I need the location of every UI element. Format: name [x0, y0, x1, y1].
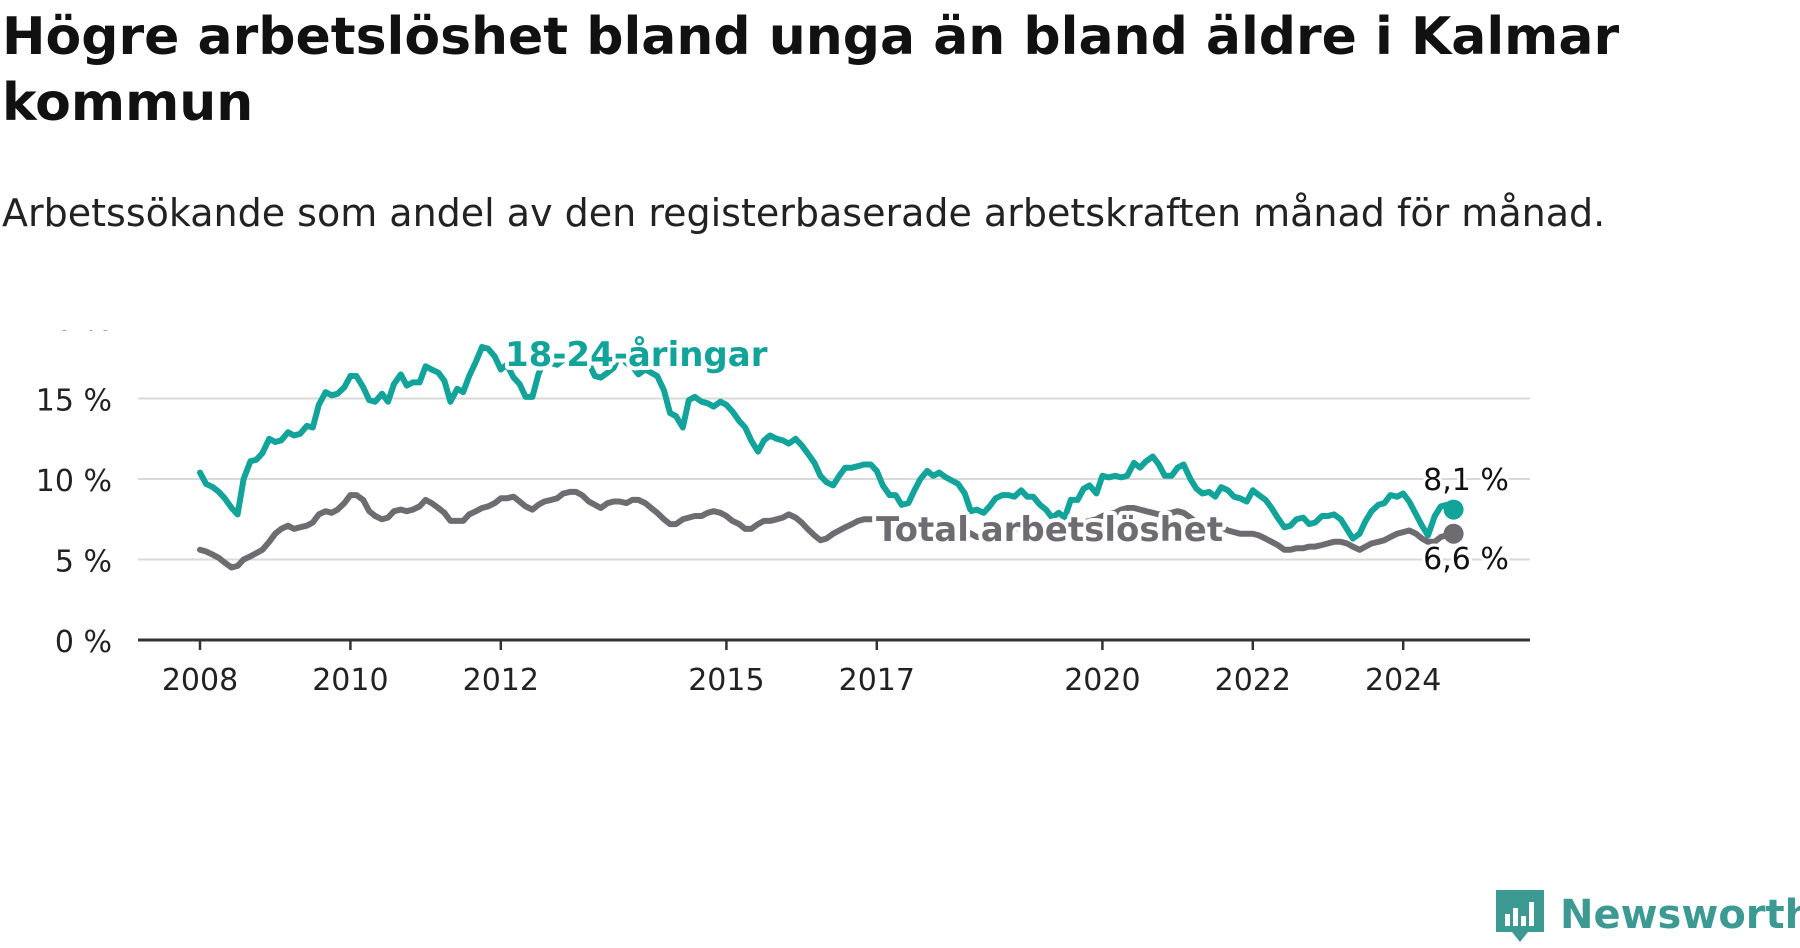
series-line-total [197, 488, 1457, 571]
x-axis: 2008 2010 2012 2015 2017 2020 2022 2024 [138, 638, 1530, 698]
end-label-youth: 8,1 % [1423, 463, 1509, 498]
x-tick-label: 2024 [1365, 663, 1441, 698]
newsworthy-logo-icon [1496, 890, 1544, 942]
series-lines [197, 344, 1464, 571]
series-label-total: Total arbetslöshet [876, 510, 1223, 550]
x-tick-label: 2015 [688, 663, 764, 698]
x-tick-label: 2020 [1064, 663, 1140, 698]
y-tick-label: 5 % [55, 545, 112, 580]
grid-lines [138, 397, 1530, 561]
y-tick-label: 0 % [55, 625, 112, 660]
x-tick-label: 2008 [162, 663, 238, 698]
series-labels: 18-24-åringar Total arbetslöshet 8,1 % 6,6 … [501, 331, 1512, 580]
end-point-total [1443, 523, 1464, 544]
chart-subtitle: Arbetssökande som andel av den registerb… [2, 191, 1606, 235]
series-label-youth: 18-24-åringar [505, 335, 768, 375]
newsworthy-brand: Newsworthy [1492, 888, 1800, 944]
y-tick-label: 15 % [36, 384, 112, 419]
brand-name: Newsworthy [1560, 892, 1800, 938]
y-axis-ticks: 0 % 5 % 10 % 15 % 20 % [36, 330, 112, 660]
y-tick-label: 10 % [36, 464, 112, 499]
series-line-youth [197, 344, 1457, 542]
y-tick-label: 20 % [36, 330, 112, 338]
line-chart: 0 %5 %10 %15 %20 % 200820102012201520172… [36, 330, 1530, 698]
x-tick-label: 2022 [1215, 663, 1291, 698]
end-point-youth [1443, 499, 1464, 520]
end-label-total: 6,6 % [1423, 542, 1509, 577]
chart-title: Högre arbetslöshet bland unga än bland ä… [2, 7, 1620, 133]
x-tick-label: 2012 [463, 663, 539, 698]
x-tick-label: 2010 [312, 663, 388, 698]
x-tick-label: 2017 [839, 663, 915, 698]
